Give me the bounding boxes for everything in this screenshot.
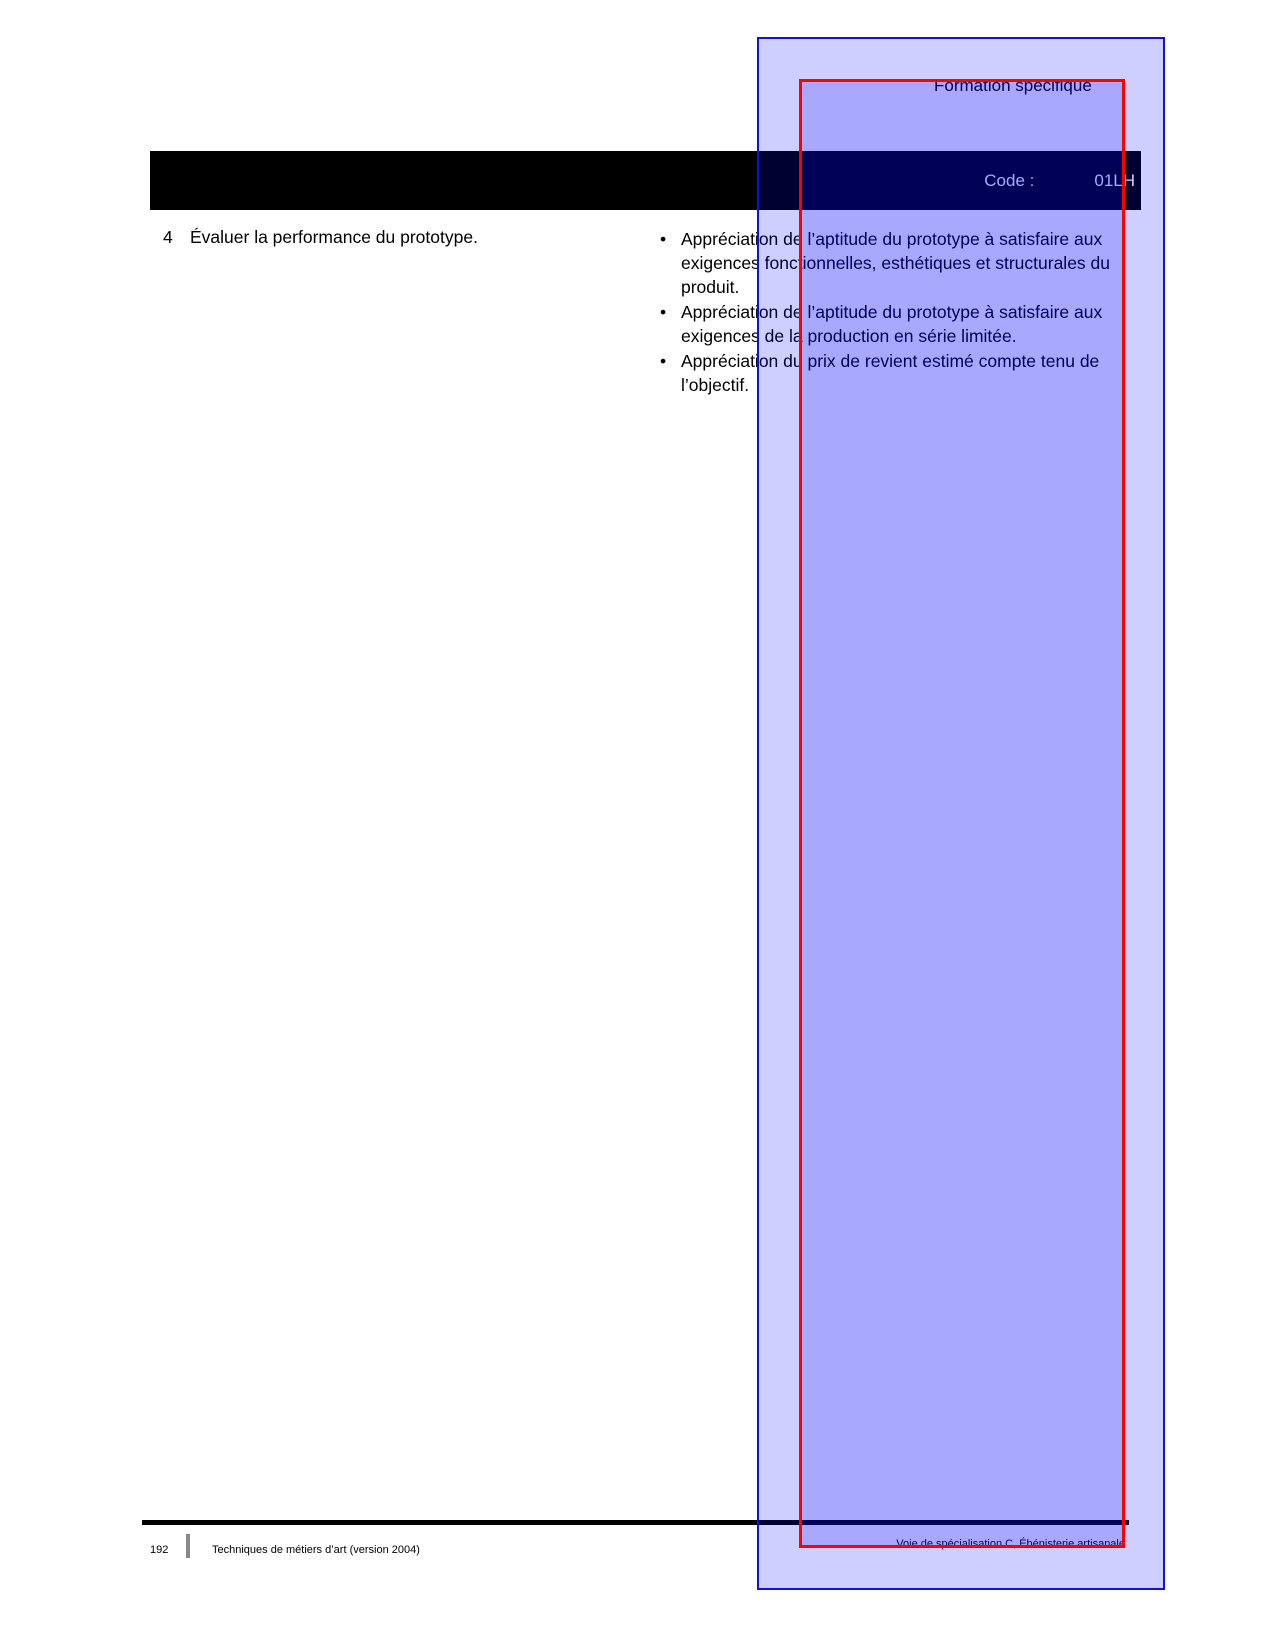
annotation-overlay-outer <box>757 37 1165 1590</box>
step-number: 4 <box>163 227 173 247</box>
step-item: 4 Évaluer la performance du prototype. <box>163 227 478 248</box>
page-number: 192 <box>150 1543 169 1556</box>
criterion-item: Appréciation de l’aptitude du prototype … <box>660 300 1120 348</box>
criteria-list: Appréciation de l’aptitude du prototype … <box>660 227 1120 398</box>
footer-left-text: Techniques de métiers d’art (version 200… <box>212 1543 420 1556</box>
annotation-overlay-inner <box>799 79 1125 1548</box>
step-text: Évaluer la performance du prototype. <box>190 227 478 247</box>
code-label-text: Code : <box>984 171 1035 190</box>
criterion-item: Appréciation du prix de revient estimé c… <box>660 349 1120 397</box>
header-bar <box>150 151 1141 210</box>
criterion-item: Appréciation de l’aptitude du prototype … <box>660 227 1120 299</box>
footer-rule <box>142 1520 1129 1525</box>
footer-separator <box>186 1534 190 1558</box>
